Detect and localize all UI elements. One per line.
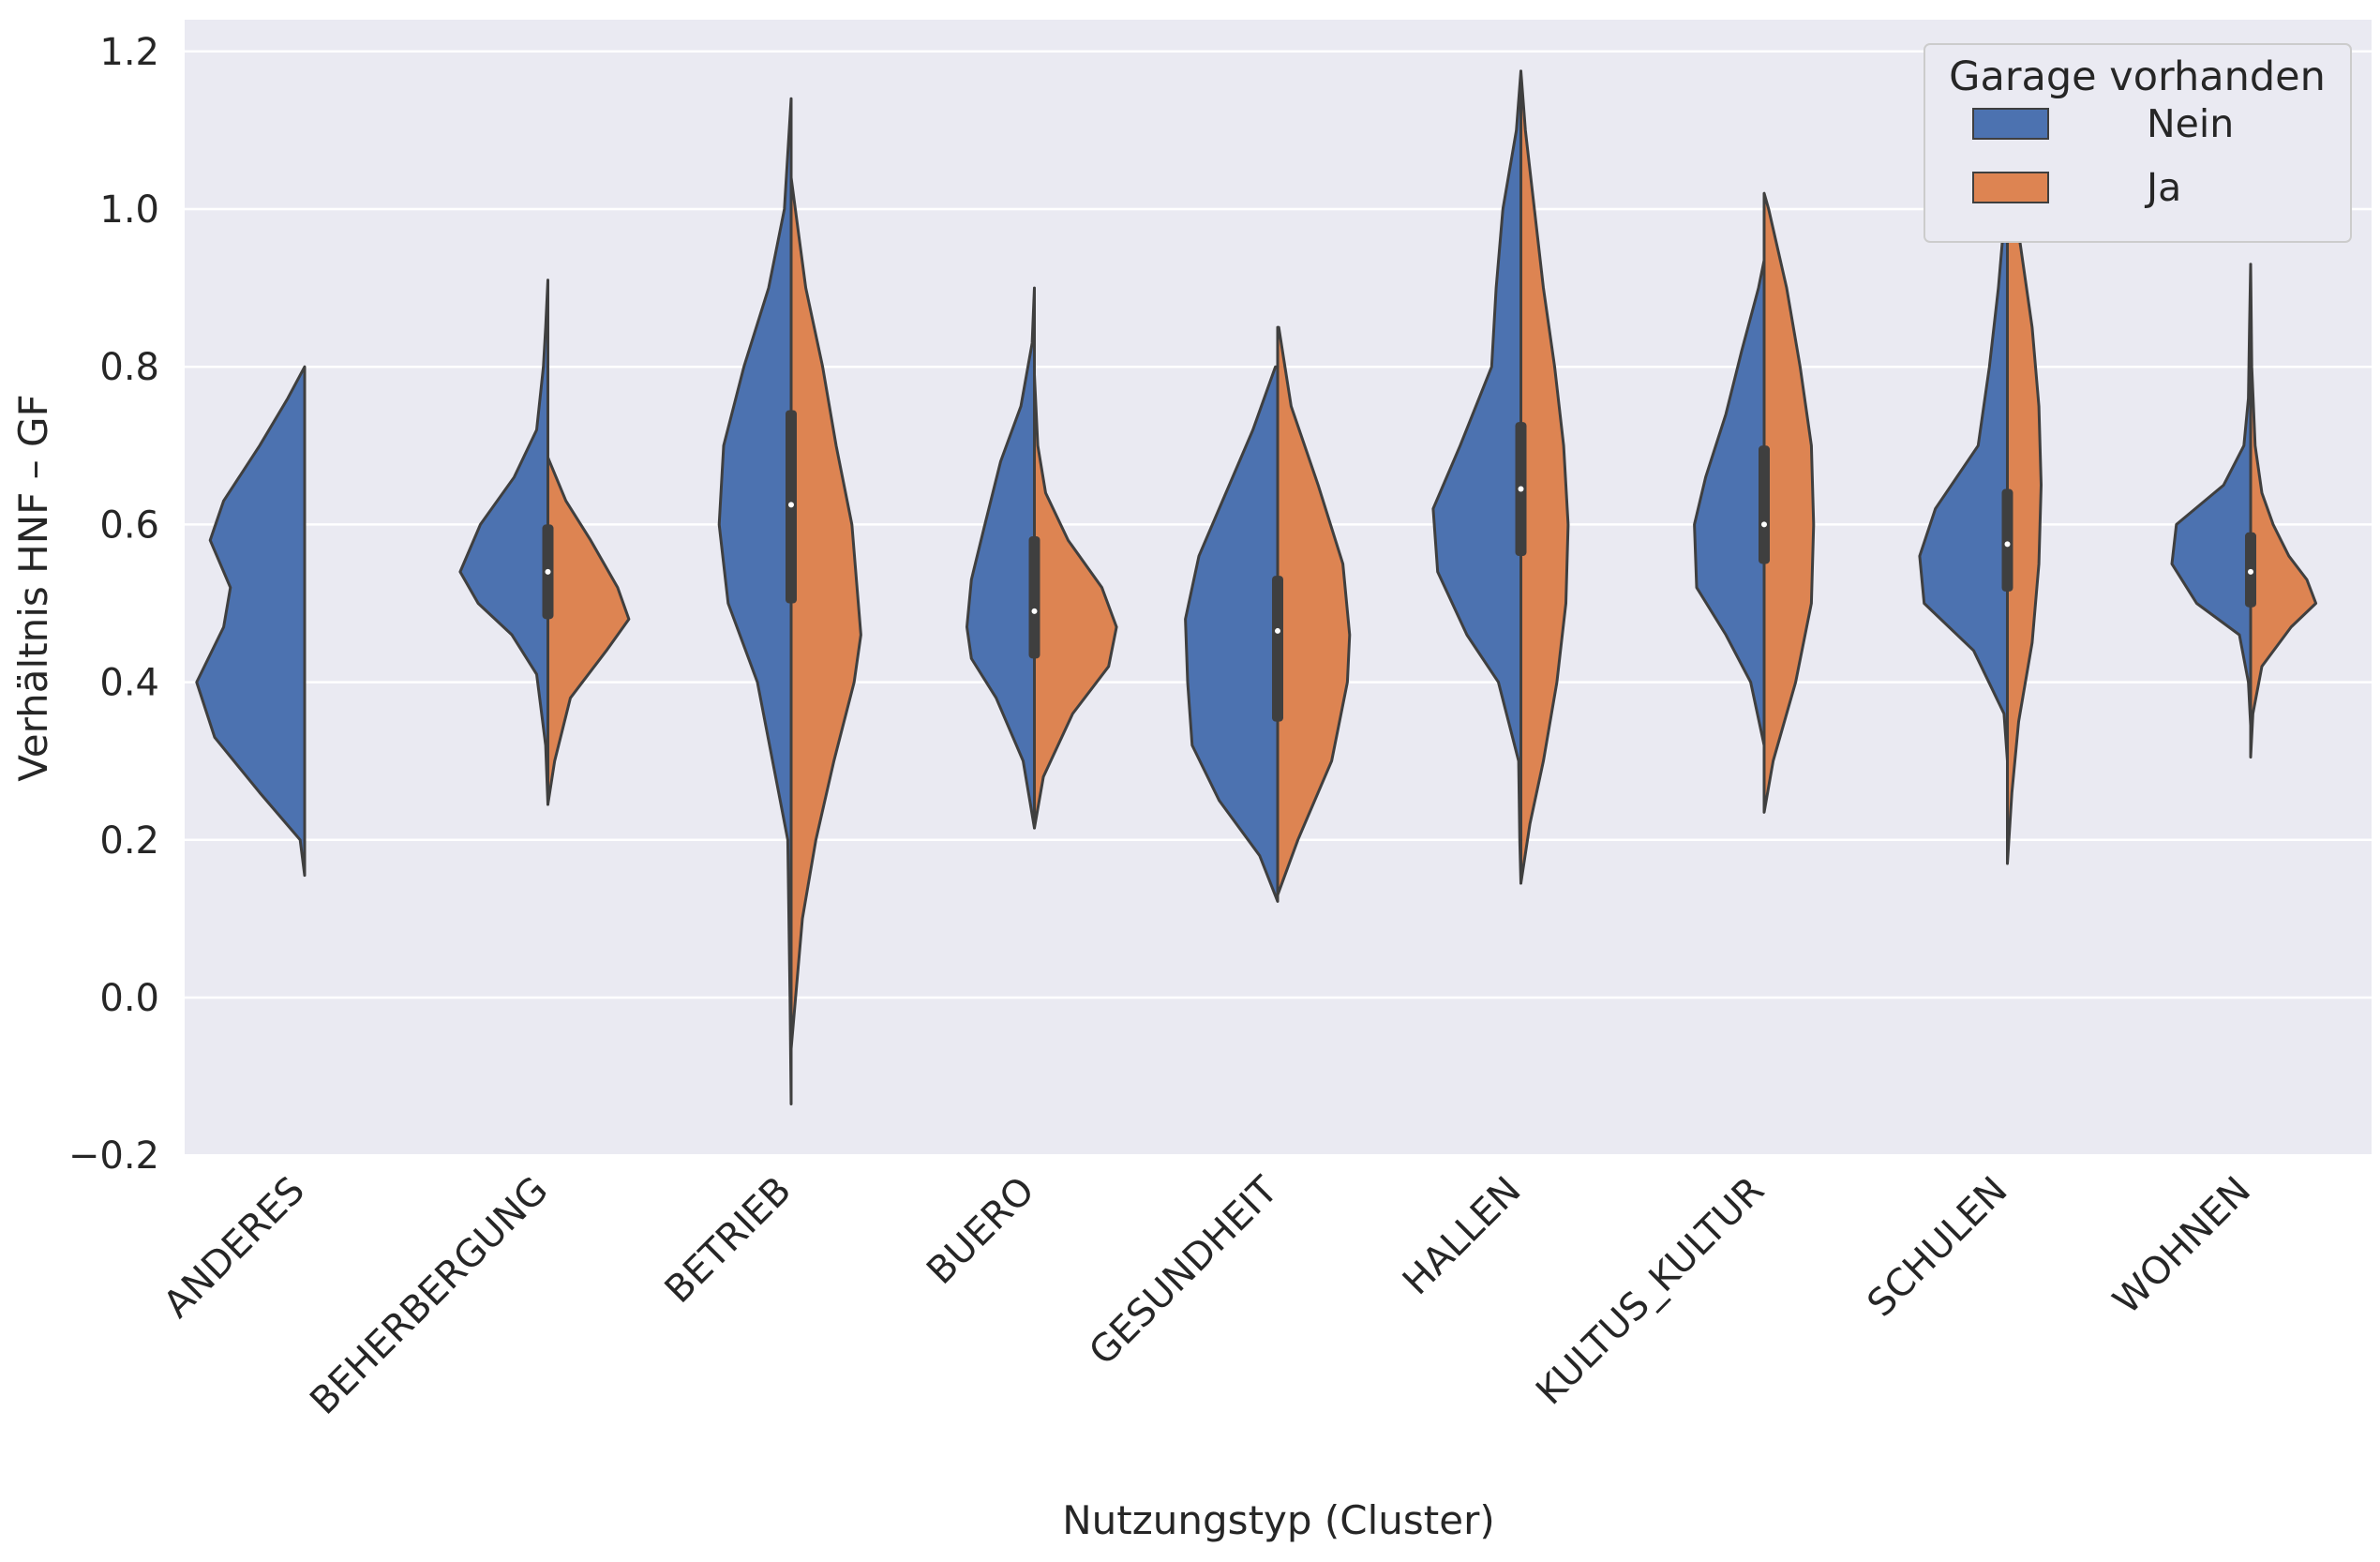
y-tick-label: 0.4 [99,662,159,705]
x-tick-label: SCHULEN [1860,1169,2016,1326]
median-point-kultus_kultur [1761,521,1767,528]
violin-nein-hallen [1431,69,1522,885]
x-tick-label: KULTUS_KULTUR [1528,1169,1773,1414]
iqr-box-buero [1028,536,1040,659]
iqr-box-gesundheit [1272,576,1283,722]
legend-entries: Nein Ja [1972,101,2234,210]
x-tick-label: ANDERES [156,1169,313,1327]
violin-ja-beherbergung [546,456,631,806]
iqr-box-schulen [2001,488,2013,592]
legend-label-nein: Nein [2147,101,2234,146]
median-point-betrieb [788,502,794,508]
violin-nein-betrieb [717,97,793,1106]
legend-label-ja: Ja [2144,165,2181,210]
x-tick-label: BUERO [919,1169,1042,1293]
y-ticks: −0.2 0.0 0.2 0.4 0.6 0.8 1.0 1.2 [68,31,159,1178]
inner-boxes [542,410,2256,722]
legend-swatch-nein [1972,108,2049,140]
x-tick-label: BEHERBERGUNG [302,1169,556,1423]
y-tick-label: 0.2 [99,819,159,863]
legend-title: Garage vorhanden [1949,53,2326,100]
legend-swatch-ja [1972,172,2049,203]
y-tick-label: 0.0 [99,977,159,1020]
violin-nein-gesundheit [1184,365,1280,903]
x-axis-title: Nutzungstyp (Cluster) [1062,1497,1495,1543]
legend: Garage vorhanden Nein Ja [1923,43,2352,243]
iqr-box-kultus_kultur [1759,445,1770,564]
violin-ja-kultus_kultur [1762,191,1816,814]
median-point-schulen [2004,541,2011,548]
violin-nein-buero [965,286,1036,830]
median-point-hallen [1518,486,1524,492]
y-axis-title: Verhältnis HNF – GF [10,394,56,781]
violin-nein-kultus_kultur [1693,259,1766,747]
x-tick-label: HALLEN [1395,1169,1530,1304]
violin-nein-anderes [195,365,307,878]
y-tick-label: 0.6 [99,503,159,547]
violin-ja-betrieb [789,175,862,1051]
x-tick-label: GESUNDHEIT [1081,1168,1286,1374]
x-tick-label: WOHNEN [2105,1169,2259,1323]
violin-ja-hallen [1519,69,1570,885]
median-point-gesundheit [1275,627,1280,634]
median-point-beherbergung [545,568,551,575]
y-tick-label: −0.2 [68,1134,159,1178]
median-point-wohnen [2248,568,2253,575]
violin-ja-gesundheit [1276,325,1352,897]
violins [195,69,2318,1106]
y-tick-label: 1.2 [99,31,159,74]
y-tick-label: 1.0 [99,188,159,232]
violin-nein-beherbergung [458,278,549,806]
violin-ja-wohnen [2249,263,2318,758]
x-tick-label: BETRIEB [657,1169,800,1312]
y-tick-label: 0.8 [99,346,159,389]
median-point-buero [1031,608,1038,614]
violin-ja-buero [1033,373,1118,830]
